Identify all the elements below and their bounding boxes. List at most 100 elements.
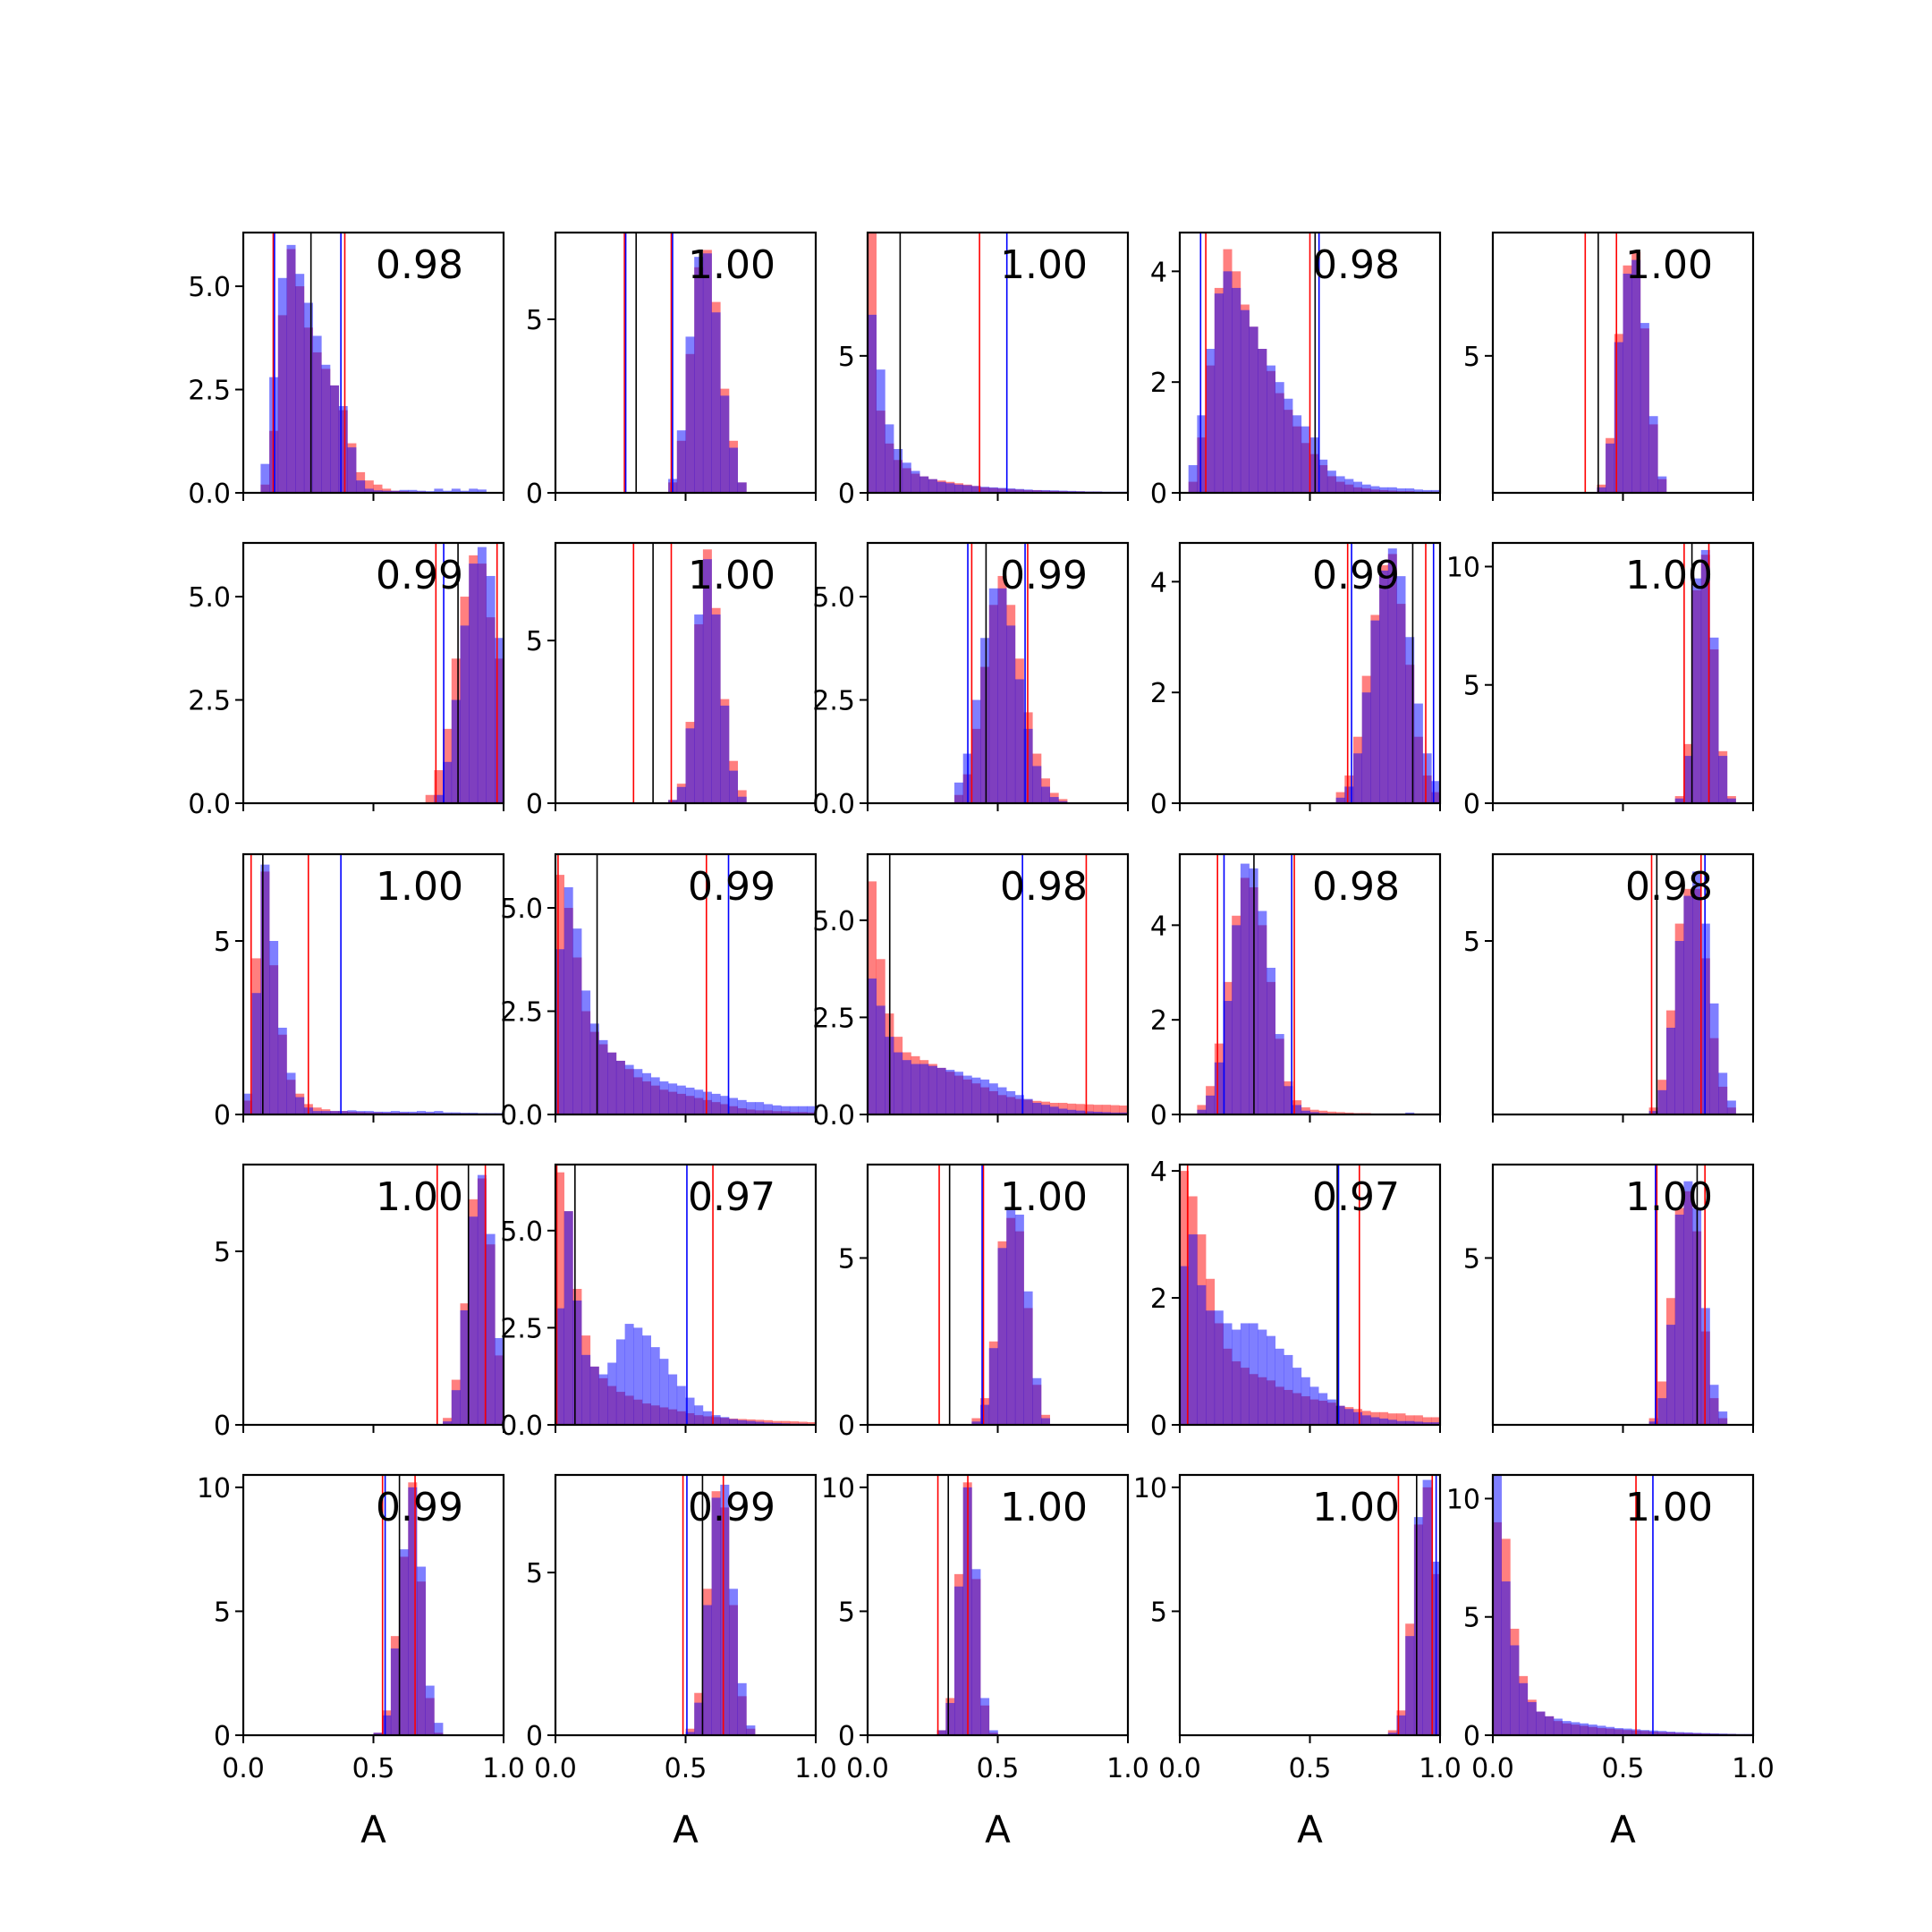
histogram-bar-blue — [971, 486, 981, 493]
histogram-bar-blue — [1232, 287, 1241, 493]
histogram-bar-blue — [1657, 476, 1667, 493]
correlation-label: 0.98 — [376, 242, 463, 288]
histogram-bar-blue — [702, 1091, 712, 1114]
histogram-bar-blue — [711, 1497, 721, 1735]
histogram-bar-blue — [971, 1077, 981, 1114]
y-tick-label: 10 — [197, 1473, 231, 1504]
y-tick-label: 10 — [1446, 1484, 1480, 1515]
y-tick-label: 0 — [838, 1721, 855, 1752]
histogram-bar-blue — [469, 488, 479, 493]
histogram-bar-blue — [781, 1106, 791, 1114]
y-tick-label: 0 — [838, 1411, 855, 1442]
histogram-bar-blue — [685, 1732, 695, 1735]
correlation-label: 1.00 — [1000, 1174, 1088, 1220]
histogram-bar-blue — [408, 489, 418, 493]
histogram-bar-blue — [589, 1023, 599, 1114]
histogram-bar-red — [1396, 1413, 1406, 1425]
y-tick-label: 4 — [1150, 1157, 1167, 1188]
histogram-bar-blue — [417, 1111, 426, 1114]
histogram-bar-blue — [702, 1411, 712, 1425]
histogram-bar-blue — [1301, 426, 1310, 493]
y-tick-label: 5 — [526, 305, 543, 336]
histogram-bar-red — [1119, 1106, 1129, 1114]
histogram-bar-blue — [1666, 1028, 1675, 1114]
correlation-label: 0.99 — [376, 1485, 463, 1530]
histogram-bar-blue — [295, 274, 305, 493]
correlation-label: 1.00 — [1625, 553, 1713, 598]
histogram-bar-blue — [997, 588, 1007, 803]
histogram-panel: 051.00 — [526, 231, 818, 510]
histogram-bar-blue — [1387, 548, 1397, 803]
histogram-bar-blue — [1267, 365, 1275, 493]
histogram-bar-blue — [451, 699, 461, 803]
histogram-bar-blue — [399, 1111, 409, 1114]
histogram-bar-blue — [1041, 1105, 1050, 1114]
histogram-bar-blue — [1058, 1108, 1068, 1114]
x-tick-label: 0.0 — [846, 1753, 889, 1784]
histogram-bar-red — [425, 794, 435, 803]
histogram-bar-blue — [676, 1085, 686, 1114]
histogram-bar-blue — [763, 1422, 773, 1425]
y-tick-label: 0.0 — [188, 479, 231, 510]
y-tick-label: 5 — [526, 1558, 543, 1589]
histogram-bar-blue — [1387, 1419, 1397, 1425]
histogram-bar-blue — [1075, 1110, 1085, 1114]
histogram-bar-blue — [1223, 1001, 1233, 1114]
histogram-bar-blue — [711, 1415, 721, 1425]
y-tick-label: 0 — [1463, 1721, 1480, 1752]
histogram-bar-blue — [1197, 1284, 1207, 1425]
histogram-bar-blue — [902, 462, 911, 493]
histogram-bar-blue — [615, 1060, 625, 1114]
histogram-bar-blue — [711, 614, 721, 803]
histogram-bar-blue — [894, 448, 903, 493]
histogram-bar-blue — [1258, 349, 1267, 493]
histogram-bar-red — [1422, 1417, 1432, 1425]
histogram-bar-blue — [1726, 798, 1736, 803]
histogram-bar-blue — [676, 430, 686, 493]
histogram-bar-blue — [382, 1715, 392, 1735]
histogram-bar-blue — [1326, 470, 1336, 493]
y-tick-label: 0.0 — [500, 1411, 543, 1442]
correlation-label: 1.00 — [1000, 242, 1088, 288]
y-tick-label: 0 — [214, 1411, 231, 1442]
histogram-bar-blue — [650, 1347, 660, 1425]
histogram-bar-blue — [720, 1417, 730, 1425]
histogram-bar-blue — [676, 786, 686, 803]
histogram-bar-blue — [356, 480, 366, 493]
histogram-bar-blue — [1032, 1102, 1042, 1114]
correlation-label: 1.00 — [1625, 1174, 1713, 1220]
histogram-bar-blue — [1223, 1323, 1233, 1425]
x-axis-label: A — [673, 1808, 699, 1852]
histogram-bar-red — [1101, 1105, 1111, 1114]
histogram-bar-blue — [477, 1174, 487, 1425]
histogram-bar-blue — [1422, 753, 1432, 803]
histogram-bar-blue — [737, 1419, 747, 1425]
y-tick-label: 2.5 — [188, 686, 231, 717]
histogram-bar-blue — [694, 1089, 704, 1114]
histogram-bar-blue — [997, 1248, 1007, 1425]
y-tick-label: 0.0 — [500, 1100, 543, 1131]
histogram-bar-blue — [737, 1099, 747, 1114]
histogram-bar-blue — [694, 614, 704, 803]
histogram-bar-blue — [868, 978, 877, 1114]
y-tick-label: 5 — [214, 1237, 231, 1268]
histogram-bar-blue — [1640, 323, 1649, 493]
histogram-bar-blue — [1249, 326, 1258, 493]
y-tick-label: 4 — [1150, 257, 1167, 288]
histogram-panel: 0 2 4 0.97 — [1150, 1157, 1442, 1442]
histogram-bar-blue — [1370, 486, 1380, 493]
histogram-bar-blue — [295, 1097, 305, 1114]
x-axis-label: A — [1297, 1808, 1323, 1852]
histogram-panel: 51.00 — [1463, 1163, 1755, 1433]
histogram-bar-blue — [572, 1301, 582, 1425]
histogram-bar-blue — [1431, 781, 1441, 803]
histogram-bar-blue — [1335, 476, 1345, 493]
histogram-bar-blue — [382, 1111, 392, 1114]
y-tick-label: 5 — [1463, 671, 1480, 702]
histogram-bar-blue — [642, 1335, 651, 1425]
histogram-bar-blue — [772, 1105, 782, 1114]
histogram-bar-blue — [988, 1083, 998, 1114]
histogram-bar-blue — [1614, 342, 1623, 493]
histogram-bar-blue — [988, 487, 998, 493]
histogram-bar-red — [1110, 1105, 1120, 1114]
